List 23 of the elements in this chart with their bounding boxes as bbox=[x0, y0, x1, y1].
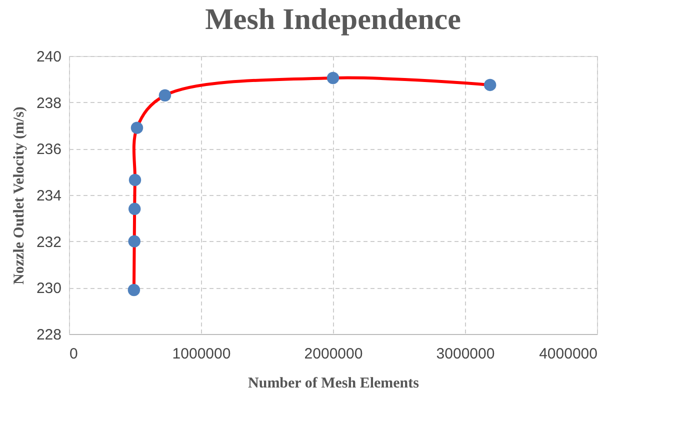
y-tick-label: 240 bbox=[36, 48, 62, 66]
y-tick-label: 228 bbox=[36, 326, 62, 344]
y-tick-label: 236 bbox=[36, 141, 62, 158]
point bbox=[128, 174, 142, 186]
x-tick-label: 0 bbox=[70, 346, 78, 362]
point bbox=[128, 235, 140, 248]
y-tick-label: 230 bbox=[36, 280, 62, 298]
point bbox=[130, 122, 144, 134]
x-tick-label: 1000000 bbox=[172, 346, 231, 362]
x-tick-label: 4000000 bbox=[539, 346, 598, 362]
y-tick-label: 238 bbox=[36, 94, 62, 112]
point bbox=[128, 284, 140, 296]
point bbox=[128, 202, 141, 216]
x-tick-label: 2000000 bbox=[304, 346, 363, 362]
x-axis-title: Number of Mesh Elements bbox=[248, 376, 420, 392]
x-tick-label: 3000000 bbox=[436, 346, 495, 362]
point bbox=[484, 78, 496, 92]
chart-title: Mesh Independence bbox=[205, 3, 461, 36]
y-axis-title: Nozzle Outlet Velocity (m/s) bbox=[11, 106, 28, 284]
point bbox=[326, 72, 340, 84]
point bbox=[158, 89, 172, 102]
y-tick-label: 232 bbox=[36, 234, 62, 251]
y-tick-label: 234 bbox=[36, 188, 62, 204]
